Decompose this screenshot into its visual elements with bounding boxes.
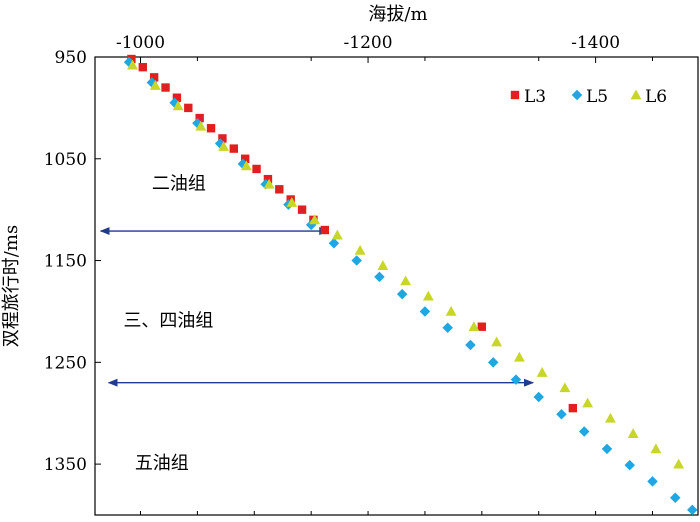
- data-point-L6: [627, 428, 639, 438]
- data-point-L6: [286, 197, 298, 207]
- data-point-L3: [297, 205, 307, 214]
- x-axis-title: 海拔/m: [368, 4, 427, 25]
- data-point-L3: [206, 124, 216, 133]
- data-point-L3: [161, 83, 170, 92]
- data-point-L6: [127, 59, 139, 70]
- y-tick-label: 950: [55, 48, 87, 68]
- range-arrows: [99, 227, 535, 387]
- data-point-L3: [568, 403, 578, 413]
- data-point-L3: [172, 93, 182, 102]
- data-point-L6: [650, 443, 662, 454]
- data-point-L3: [229, 144, 239, 153]
- legend-label: L6: [645, 87, 667, 107]
- series-L6: [127, 59, 685, 469]
- data-point-L5: [351, 255, 362, 266]
- data-point-L3: [218, 134, 227, 143]
- data-point-L3: [127, 54, 136, 64]
- data-point-L5: [442, 322, 453, 333]
- data-point-L5: [556, 408, 567, 420]
- series-L3: [127, 54, 578, 413]
- data-point-L6: [354, 244, 366, 255]
- data-point-L5: [396, 288, 408, 300]
- legend-marker-L3: [510, 90, 520, 100]
- data-point-L3: [184, 103, 193, 113]
- legend: L3 L5 L6: [510, 87, 667, 107]
- data-point-L5: [419, 306, 431, 317]
- data-point-L6: [172, 100, 184, 111]
- y-tick-label: 1350: [44, 455, 87, 475]
- y-tick-label: 1250: [44, 353, 87, 373]
- data-point-L5: [328, 238, 340, 249]
- data-point-L6: [422, 290, 434, 301]
- data-point-L3: [252, 164, 261, 174]
- y-tick-label: 1050: [44, 150, 87, 170]
- data-point-L5: [669, 492, 681, 503]
- data-point-L3: [195, 113, 204, 123]
- data-point-L3: [477, 322, 487, 331]
- legend-marker-L6: [630, 89, 642, 100]
- annotation-label: 二油组: [152, 173, 206, 194]
- data-point-L6: [377, 260, 389, 271]
- data-point-L6: [445, 305, 457, 316]
- x-tick-label: -1400: [571, 33, 620, 53]
- tick-group: -1000 -1200 -1400 950 1050 1150 1250 1350: [44, 33, 653, 515]
- data-point-L6: [559, 382, 571, 393]
- data-point-L5: [374, 271, 385, 283]
- data-point-L3: [149, 73, 159, 82]
- data-point-L5: [510, 374, 522, 385]
- data-point-L5: [647, 476, 658, 487]
- data-point-L5: [687, 504, 698, 516]
- data-point-L6: [195, 120, 207, 131]
- data-point-L5: [601, 443, 613, 455]
- plot-frame: [94, 56, 699, 516]
- data-point-L5: [487, 357, 499, 368]
- data-point-L6: [400, 275, 412, 286]
- data-point-L5: [578, 426, 590, 437]
- annotation-label: 五油组: [135, 453, 189, 474]
- data-point-L3: [263, 174, 273, 184]
- legend-marker-L5: [571, 89, 583, 101]
- y-tick-label: 1150: [44, 252, 87, 272]
- data-point-L5: [465, 339, 476, 351]
- data-point-L6: [218, 141, 230, 151]
- data-points: [123, 54, 698, 516]
- data-point-L6: [331, 229, 343, 240]
- x-tick-label: -1000: [116, 33, 165, 53]
- data-point-L3: [275, 185, 284, 194]
- data-point-L6: [604, 412, 616, 423]
- data-point-L3: [240, 154, 250, 163]
- data-point-L6: [582, 397, 594, 408]
- data-point-L6: [491, 336, 503, 347]
- series-L5: [123, 56, 698, 516]
- data-point-L6: [149, 80, 161, 90]
- x-tick-label: -1200: [344, 33, 393, 53]
- data-point-L6: [536, 367, 548, 377]
- data-point-L3: [320, 225, 330, 235]
- annotation-label: 三、四油组: [123, 311, 213, 332]
- legend-label: L5: [586, 87, 608, 107]
- data-point-L6: [468, 321, 480, 332]
- legend-label: L3: [524, 87, 546, 107]
- data-point-L6: [673, 458, 685, 469]
- data-point-L6: [263, 178, 275, 189]
- y-axis-title: 双程旅行时/ms: [1, 225, 22, 347]
- data-point-L3: [138, 62, 147, 72]
- data-point-L6: [513, 351, 525, 362]
- data-point-L5: [624, 459, 635, 471]
- data-point-L6: [240, 160, 252, 171]
- data-point-L5: [533, 391, 544, 403]
- data-point-L6: [309, 214, 321, 225]
